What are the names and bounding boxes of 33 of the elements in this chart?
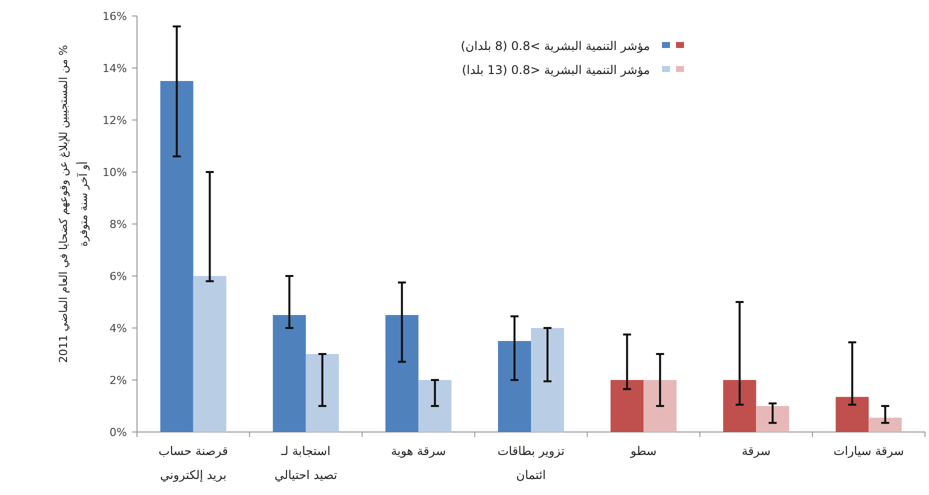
bar — [385, 315, 418, 432]
bar — [498, 341, 531, 432]
bar — [723, 380, 756, 432]
y-tick-label: 2% — [110, 374, 127, 387]
legend-label: مؤشر التنمية البشرية >0.8 (8 بلدان) — [460, 39, 650, 53]
y-tick-label: 8% — [110, 218, 127, 231]
y-tick-label: 12% — [102, 114, 127, 127]
bar — [756, 406, 790, 432]
bar — [836, 396, 869, 432]
y-tick-label: 6% — [110, 270, 127, 283]
bar — [306, 354, 339, 432]
bar — [868, 418, 902, 432]
y-tick-label: 10% — [102, 166, 127, 179]
bar — [644, 380, 677, 432]
bar — [160, 81, 194, 432]
y-tick-label: 4% — [110, 322, 127, 335]
x-tick-label: تزوير بطاقات ائتمان — [497, 444, 565, 482]
x-tick-label: قرصنة حساب بريد إلكتروني — [158, 444, 228, 482]
bar — [272, 315, 306, 432]
bar — [193, 276, 226, 432]
x-tick-label: استجابة لـ تصيد احتيالي — [274, 444, 338, 482]
x-tick-label: سرقة هوية — [390, 444, 446, 458]
y-tick-label: 16% — [102, 10, 127, 23]
x-tick-label: سرقة — [742, 444, 771, 458]
bar — [610, 380, 644, 432]
bar — [418, 380, 452, 432]
x-tick-label: سطو — [630, 444, 657, 458]
x-tick-label: سرقة سيارات — [834, 444, 904, 458]
bar — [531, 328, 564, 432]
y-tick-label: 0% — [110, 426, 127, 439]
y-tick-label: 14% — [102, 62, 127, 75]
legend-label: مؤشر التنمية البشرية <0.8 (13 بلدا) — [462, 63, 650, 77]
y-axis-title: % من المستجيبين للإبلاغ عن وقوعهم كضحايا في العام الماضي 2011 أو آخر سنة متوفرة — [57, 45, 90, 363]
